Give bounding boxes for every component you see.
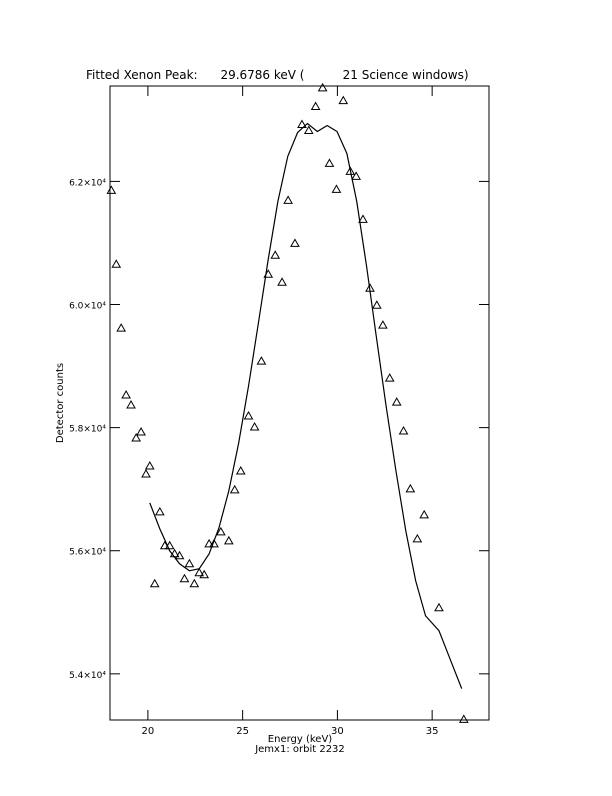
data-point — [290, 238, 300, 247]
data-point — [351, 171, 362, 180]
data-point — [121, 390, 131, 399]
data-point — [458, 714, 469, 723]
data-point — [391, 397, 402, 406]
data-point — [136, 426, 146, 436]
data-point — [144, 460, 155, 470]
data-point — [256, 356, 267, 365]
data-point — [270, 250, 281, 259]
data-point — [384, 373, 395, 382]
data-point — [331, 184, 342, 193]
data-point — [199, 569, 210, 579]
x-axis-label: Energy (keV) — [268, 734, 333, 745]
data-point — [204, 538, 214, 548]
x-tick-label: 30 — [331, 726, 344, 737]
data-point — [111, 259, 122, 268]
x-tick-label: 20 — [142, 726, 155, 737]
data-point — [317, 82, 328, 92]
subtitle: Jemx1: orbit 2232 — [254, 744, 345, 755]
data-point — [174, 550, 185, 560]
x-tick-label: 35 — [426, 726, 439, 737]
data-point — [358, 214, 368, 223]
data-point — [412, 533, 423, 543]
data-point — [398, 425, 409, 435]
chart-title: Fitted Xenon Peak: 29.6786 keV ( 21 Scie… — [86, 68, 469, 82]
data-point — [303, 125, 314, 135]
data-point — [116, 323, 127, 332]
y-tick-label: 5.4×10⁴ — [69, 671, 106, 681]
data-point — [223, 535, 234, 545]
x-tick-label: 25 — [236, 726, 249, 737]
data-point — [371, 300, 382, 309]
data-point — [324, 158, 335, 167]
data-point — [338, 95, 349, 105]
data-point — [434, 602, 444, 612]
y-tick-label: 5.8×10⁴ — [69, 425, 106, 435]
data-point — [378, 320, 388, 329]
data-point — [235, 465, 246, 475]
y-axis-label: Detector counts — [55, 363, 66, 443]
y-tick-label: 6.0×10⁴ — [69, 302, 106, 312]
y-tick-label: 6.2×10⁴ — [69, 178, 106, 188]
data-point — [229, 484, 240, 494]
data-point — [141, 468, 151, 478]
y-tick-label: 5.6×10⁴ — [69, 548, 106, 558]
data-point — [209, 538, 219, 548]
data-point — [215, 526, 226, 536]
data-point — [345, 166, 356, 175]
data-point — [283, 195, 293, 204]
data-point — [149, 578, 160, 588]
data-point — [297, 119, 307, 128]
data-point — [277, 277, 287, 286]
data-point — [243, 411, 254, 420]
data-point — [310, 101, 321, 111]
data-point — [194, 567, 205, 577]
fit-line — [149, 122, 463, 689]
data-point — [189, 578, 200, 588]
data-point — [184, 558, 195, 568]
data-point — [106, 185, 117, 194]
data-point — [154, 506, 165, 516]
data-point — [179, 573, 190, 583]
data-point — [249, 421, 260, 431]
data-point — [131, 433, 142, 442]
plot-frame — [109, 85, 490, 721]
data-point — [126, 400, 136, 409]
data-point — [405, 483, 416, 493]
data-point — [419, 509, 430, 519]
